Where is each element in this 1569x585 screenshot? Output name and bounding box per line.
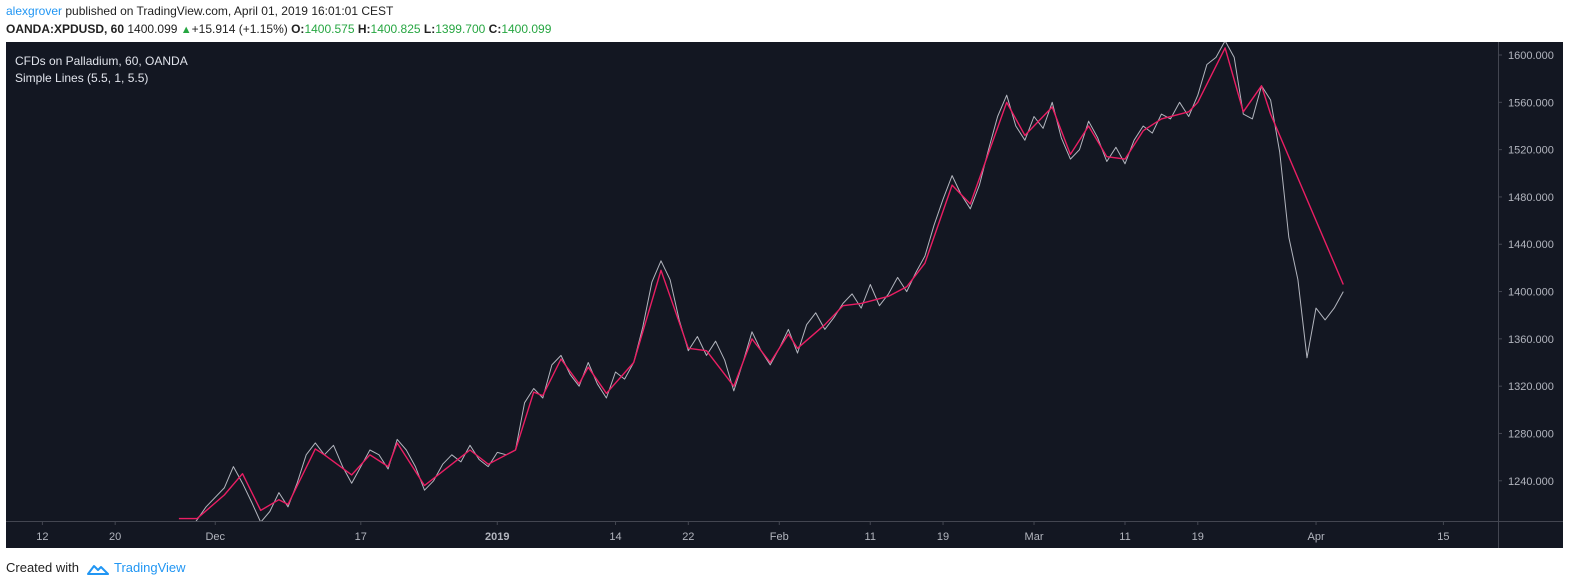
open-label: O: [291, 22, 305, 36]
low-label: L: [423, 22, 436, 36]
y-tick-label: 1240.000 [1508, 476, 1554, 488]
close-label: C: [488, 22, 502, 36]
y-tick-label: 1440.000 [1508, 239, 1554, 251]
last-price: 1400.099 [127, 22, 178, 36]
x-tick-label: 11 [865, 531, 876, 543]
chart-panel[interactable]: 1240.000 1280.000 1320.000 1360.000 1400.000… [6, 42, 1563, 548]
x-tick-label: Apr [1307, 531, 1324, 543]
indicator-series-line [178, 47, 1344, 520]
legend-indicator: Simple Lines (5.5, 1, 5.5) [15, 71, 149, 85]
footer: Created with TradingView [6, 560, 186, 576]
x-tick-label: 19 [1192, 531, 1204, 543]
y-tick-label: 1400.000 [1508, 287, 1554, 299]
x-tick-label: 19 [937, 531, 949, 543]
low-value: 1399.700 [435, 22, 486, 36]
x-tick-label: 2019 [485, 531, 509, 543]
x-tick-label: 22 [682, 531, 694, 543]
publish-info: alexgrover published on TradingView.com,… [6, 4, 393, 18]
created-with-text: Created with [6, 560, 79, 575]
tradingview-logo-icon [86, 565, 109, 575]
up-arrow-icon: ▲ [180, 24, 192, 36]
y-tick-label: 1360.000 [1508, 334, 1554, 346]
x-tick-label: 11 [1119, 531, 1130, 543]
x-tick-label: 17 [355, 531, 367, 543]
high-label: H: [357, 22, 371, 36]
x-tick-label: 20 [109, 531, 121, 543]
tradingview-link[interactable]: TradingView [114, 560, 186, 575]
chart-legend: CFDs on Palladium, 60, OANDA Simple Line… [15, 53, 188, 87]
y-tick-label: 1480.000 [1508, 192, 1554, 204]
y-tick-label: 1320.000 [1508, 381, 1554, 393]
open-value: 1400.575 [304, 22, 355, 36]
price-chart[interactable]: 1240.000 1280.000 1320.000 1360.000 1400.000… [6, 42, 1563, 548]
x-tick-label: 15 [1437, 531, 1449, 543]
y-tick-label: 1600.000 [1508, 50, 1554, 62]
chart-background [6, 42, 1563, 548]
price-change: +15.914 (+1.15%) [191, 22, 288, 36]
symbol-info: OANDA:XPDUSD, 60 1400.099 ▲+15.914 (+1.1… [6, 22, 551, 36]
close-value: 1400.099 [501, 22, 552, 36]
x-tick-label: Mar [1025, 531, 1044, 543]
symbol-name: OANDA:XPDUSD, 60 [6, 22, 125, 36]
publish-text: published on TradingView.com, April 01, … [65, 4, 394, 18]
y-tick-label: 1280.000 [1508, 428, 1554, 440]
legend-title: CFDs on Palladium, 60, OANDA [15, 54, 188, 68]
x-tick-label: Dec [205, 531, 225, 543]
x-tick-label: 14 [609, 531, 621, 543]
y-tick-label: 1520.000 [1508, 145, 1554, 157]
x-tick-label: Feb [770, 531, 789, 543]
high-value: 1400.825 [370, 22, 421, 36]
y-tick-label: 1560.000 [1508, 97, 1554, 109]
x-tick-label: 12 [36, 531, 48, 543]
author-link[interactable]: alexgrover [6, 4, 63, 18]
